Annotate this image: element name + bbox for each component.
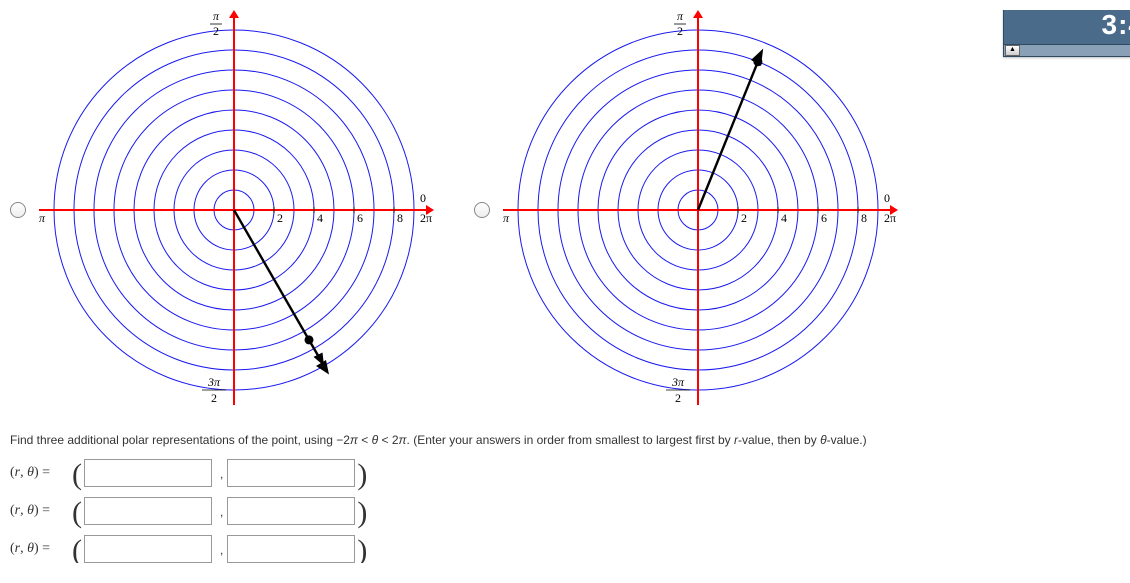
polar-chart-b: 2 4 6 8 2π 0 π π 2 3π 2 xyxy=(498,10,898,410)
axis-label-2pi: 2π xyxy=(420,211,432,225)
axis-label-2pi-b: 2π xyxy=(884,211,896,225)
axis-label-2-top-b: 2 xyxy=(677,24,683,38)
answer-2-r[interactable] xyxy=(84,497,212,525)
answer-1-r[interactable] xyxy=(84,459,212,487)
arrow-a xyxy=(234,210,329,375)
tick-6: 6 xyxy=(357,211,363,225)
answer-3-theta[interactable] xyxy=(227,535,355,563)
axis-label-pi-left-b: π xyxy=(503,211,510,225)
axis-label-0-b: 0 xyxy=(884,191,890,205)
charts-row: 2 4 6 8 2π 0 π π 2 3π 2 xyxy=(10,10,1130,410)
answer-row-1: (r, θ) = ( , ) xyxy=(10,459,1130,487)
option-a: 2 4 6 8 2π 0 π π 2 3π 2 xyxy=(10,10,434,410)
axis-label-2-top: 2 xyxy=(213,24,219,38)
close-paren-2: ) xyxy=(357,502,367,524)
open-paren-2: ( xyxy=(72,502,82,524)
timer-collapse-button[interactable]: ▲ xyxy=(1005,45,1020,56)
tick-6b: 6 xyxy=(821,211,827,225)
open-paren-3: ( xyxy=(72,540,82,562)
comma-2: , xyxy=(220,505,223,519)
timer-widget: tim 3:4 ▲ xyxy=(1003,10,1130,57)
axis-label-3pi: 3π xyxy=(207,375,221,389)
timer-bar: ▲ xyxy=(1004,44,1130,56)
tick-2: 2 xyxy=(277,211,283,225)
tick-4: 4 xyxy=(317,211,323,225)
tick-2b: 2 xyxy=(741,211,747,225)
answer-3-r[interactable] xyxy=(84,535,212,563)
axis-label-0: 0 xyxy=(420,191,426,205)
option-b: 2 4 6 8 2π 0 π π 2 3π 2 xyxy=(474,10,898,410)
close-paren-1: ) xyxy=(357,464,367,486)
tick-4b: 4 xyxy=(781,211,787,225)
answer-2-theta[interactable] xyxy=(227,497,355,525)
option-b-radio[interactable] xyxy=(474,202,490,218)
row-label-1: (r, θ) = xyxy=(10,465,70,481)
axis-label-2-bot-b: 2 xyxy=(675,391,681,405)
tick-8b: 8 xyxy=(861,211,867,225)
row-label-3: (r, θ) = xyxy=(10,541,70,557)
question-text: Find three additional polar representati… xyxy=(10,432,1130,449)
option-a-radio[interactable] xyxy=(10,202,26,218)
axis-label-pi-left: π xyxy=(39,211,46,225)
axis-label-2-bot: 2 xyxy=(211,391,217,405)
comma-1: , xyxy=(220,467,223,481)
tick-8: 8 xyxy=(397,211,403,225)
axis-label-pi-top: π xyxy=(213,10,220,23)
answer-row-3: (r, θ) = ( , ) xyxy=(10,535,1130,563)
open-paren-1: ( xyxy=(72,464,82,486)
close-paren-3: ) xyxy=(357,540,367,562)
timer-value: 3:4 xyxy=(1102,10,1130,41)
polar-chart-a: 2 4 6 8 2π 0 π π 2 3π 2 xyxy=(34,10,434,410)
axis-label-pi-top-b: π xyxy=(677,10,684,23)
comma-3: , xyxy=(220,543,223,557)
row-label-2: (r, θ) = xyxy=(10,503,70,519)
answer-row-2: (r, θ) = ( , ) xyxy=(10,497,1130,525)
answer-1-theta[interactable] xyxy=(227,459,355,487)
axis-label-3pi-b: 3π xyxy=(671,375,685,389)
